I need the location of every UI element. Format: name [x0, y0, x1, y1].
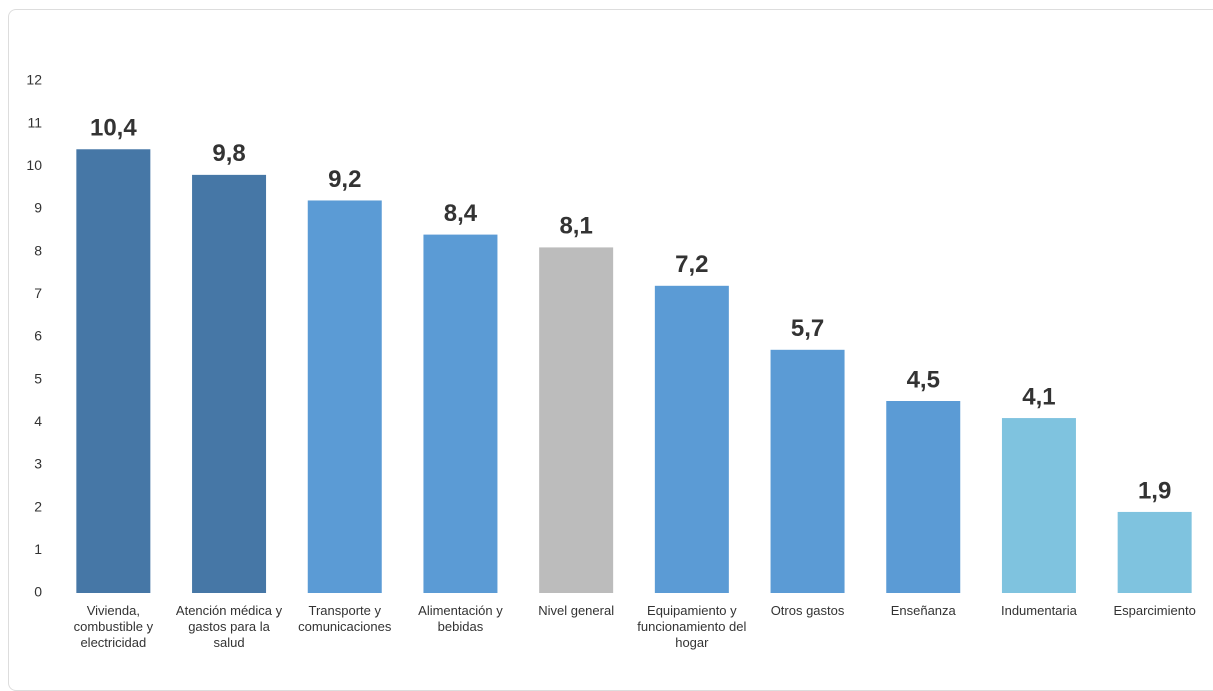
- value-label: 4,5: [907, 366, 940, 393]
- x-tick-label: Otros gastos: [770, 603, 845, 618]
- bar: [76, 149, 151, 593]
- value-label: 1,9: [1138, 477, 1171, 504]
- y-tick-label: 1: [34, 541, 42, 557]
- value-label: 5,7: [791, 315, 824, 342]
- y-tick-label: 11: [27, 114, 42, 130]
- y-tick-label: 8: [34, 242, 42, 258]
- bar: [307, 200, 382, 593]
- bar: [886, 401, 961, 593]
- x-tick-label: Equipamiento y funcionamiento del hogar: [637, 603, 747, 650]
- y-tick-label: 9: [34, 200, 42, 216]
- value-label: 9,2: [328, 166, 361, 193]
- x-tick-label: Esparcimiento: [1113, 603, 1196, 618]
- y-tick-label: 0: [34, 584, 42, 600]
- value-label: 9,8: [212, 140, 245, 167]
- x-tick-label: Atención médica y gastos para la salud: [175, 603, 283, 650]
- x-tick-label: Transporte y comunicaciones: [298, 603, 392, 634]
- y-tick-label: 3: [34, 456, 42, 472]
- bar: [539, 247, 614, 593]
- y-tick-label: 2: [34, 498, 42, 514]
- bar: [770, 349, 845, 593]
- x-tick-label: Alimentación y bebidas: [418, 603, 503, 634]
- bar: [423, 234, 498, 593]
- y-tick-label: 4: [34, 413, 42, 429]
- value-label: 8,4: [444, 200, 478, 227]
- bar: [192, 174, 267, 593]
- value-label: 4,1: [1022, 383, 1055, 410]
- x-tick-label: Nivel general: [538, 603, 615, 618]
- page: 0 1 2 3 4 5 6 7 8 9 10 11 12 10,4 9,8 9,2 8,4 8,1 7,2 5,7 4,…: [8, 9, 1213, 691]
- x-tick-label: Indumentaria: [1000, 603, 1077, 618]
- value-label: 7,2: [675, 251, 708, 278]
- bar: [1117, 511, 1192, 593]
- y-tick-label: 5: [34, 370, 42, 386]
- y-tick-label: 6: [34, 328, 42, 344]
- y-tick-label: 12: [26, 72, 42, 88]
- x-tick-label: Enseñanza: [890, 603, 956, 618]
- bar: [1001, 418, 1076, 593]
- y-tick-label: 7: [34, 285, 42, 301]
- y-tick-label: 10: [26, 157, 42, 173]
- value-label: 10,4: [90, 115, 137, 142]
- x-tick-label: Vivienda, combustible y electricidad: [73, 603, 154, 650]
- bar: [654, 285, 729, 593]
- value-label: 8,1: [559, 213, 592, 240]
